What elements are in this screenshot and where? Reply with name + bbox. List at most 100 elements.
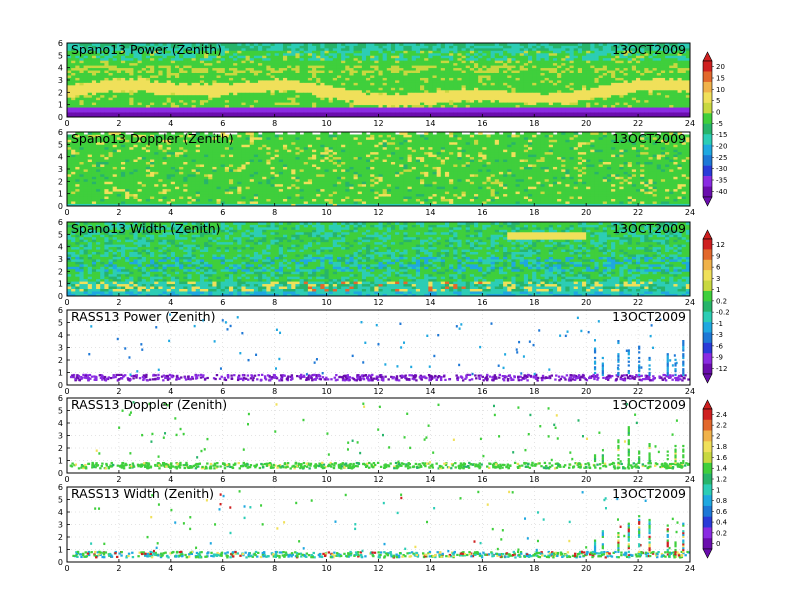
heatmap-cell bbox=[519, 60, 525, 64]
heatmap-cell bbox=[598, 97, 604, 101]
heatmap-cell bbox=[320, 70, 325, 73]
heatmap-cell bbox=[303, 114, 309, 118]
heatmap-cell bbox=[187, 80, 192, 83]
heatmap-cell bbox=[432, 57, 438, 61]
heatmap-cell bbox=[453, 89, 458, 93]
heatmap-cell bbox=[100, 186, 105, 190]
heatmap-cell bbox=[540, 94, 546, 98]
heatmap-cell bbox=[631, 52, 637, 56]
heatmap-cell bbox=[490, 89, 496, 93]
heatmap-cell bbox=[125, 183, 130, 187]
heatmap-cell bbox=[532, 47, 537, 51]
heatmap-cell bbox=[108, 45, 114, 49]
heatmap-cell bbox=[648, 89, 654, 93]
heatmap-cell bbox=[420, 80, 425, 83]
heatmap-cell bbox=[295, 57, 300, 61]
heatmap-cell bbox=[374, 43, 379, 46]
heatmap-cell bbox=[627, 112, 633, 115]
heatmap-cell bbox=[507, 57, 512, 61]
heatmap-cell bbox=[457, 50, 462, 54]
heatmap-cell bbox=[262, 89, 267, 93]
heatmap-cell bbox=[436, 114, 442, 118]
heatmap-cell bbox=[96, 65, 101, 69]
heatmap-cell bbox=[685, 102, 691, 106]
heatmap-cell bbox=[469, 60, 475, 64]
heatmap-cell bbox=[424, 99, 429, 103]
heatmap-cell bbox=[91, 97, 97, 101]
heatmap-cell bbox=[357, 72, 363, 76]
heatmap-cell bbox=[282, 84, 288, 88]
heatmap-cell bbox=[303, 65, 309, 69]
heatmap-cell bbox=[216, 70, 222, 73]
heatmap-cell bbox=[420, 84, 425, 88]
heatmap-cell bbox=[611, 77, 616, 81]
heatmap-cell bbox=[258, 75, 263, 78]
heatmap-cell bbox=[116, 43, 122, 46]
heatmap-cell bbox=[606, 114, 612, 118]
heatmap-cell bbox=[133, 80, 138, 83]
heatmap-cell bbox=[611, 65, 616, 69]
heatmap-cell bbox=[648, 67, 654, 71]
heatmap-cell bbox=[237, 89, 242, 93]
heatmap-cell bbox=[619, 97, 624, 101]
heatmap-cell bbox=[112, 80, 118, 83]
heatmap-cell bbox=[424, 82, 429, 86]
heatmap-cell bbox=[158, 60, 163, 64]
heatmap-cell bbox=[212, 62, 217, 66]
heatmap-cell bbox=[324, 55, 330, 59]
heatmap-cell bbox=[494, 87, 500, 91]
heatmap-cell bbox=[141, 52, 147, 56]
heatmap-cell bbox=[345, 72, 350, 76]
heatmap-cell bbox=[366, 97, 371, 101]
heatmap-cell bbox=[631, 102, 637, 106]
heatmap-cell bbox=[611, 57, 616, 61]
heatmap-cell bbox=[403, 45, 408, 49]
heatmap-cell bbox=[162, 97, 168, 101]
heatmap-cell bbox=[685, 70, 691, 73]
heatmap-cell bbox=[399, 87, 404, 91]
heatmap-cell bbox=[611, 104, 616, 108]
heatmap-cell bbox=[619, 72, 624, 76]
heatmap-cell bbox=[548, 114, 554, 118]
heatmap-cell bbox=[91, 70, 97, 73]
heatmap-cell bbox=[532, 77, 537, 81]
heatmap-cell bbox=[187, 114, 192, 118]
heatmap-cell bbox=[96, 196, 101, 199]
heatmap-cell bbox=[233, 50, 238, 54]
heatmap-cell bbox=[133, 97, 138, 101]
heatmap-cell bbox=[87, 173, 93, 177]
heatmap-cell bbox=[598, 107, 604, 110]
heatmap-cell bbox=[361, 84, 367, 88]
heatmap-cell bbox=[390, 97, 396, 101]
heatmap-cell bbox=[320, 57, 325, 61]
heatmap-cell bbox=[420, 47, 425, 51]
heatmap-cell bbox=[249, 52, 255, 56]
heatmap-cell bbox=[395, 65, 400, 69]
heatmap-cell bbox=[378, 77, 384, 81]
heatmap-cell bbox=[224, 70, 230, 73]
heatmap-cell bbox=[216, 107, 222, 110]
heatmap-cell bbox=[137, 43, 143, 46]
heatmap-cell bbox=[631, 45, 637, 49]
heatmap-cell bbox=[116, 70, 122, 73]
heatmap-cell bbox=[253, 107, 259, 110]
heatmap-cell bbox=[195, 45, 201, 49]
heatmap-cell bbox=[449, 94, 454, 98]
heatmap-cell bbox=[611, 52, 616, 56]
heatmap-cell bbox=[449, 43, 454, 46]
heatmap-cell bbox=[677, 70, 683, 73]
heatmap-cell bbox=[557, 89, 562, 93]
heatmap-cell bbox=[278, 82, 284, 86]
heatmap-cell bbox=[295, 97, 300, 101]
heatmap-cell bbox=[474, 70, 479, 73]
heatmap-cell bbox=[108, 173, 114, 177]
heatmap-cell bbox=[249, 97, 255, 101]
heatmap-cell bbox=[523, 77, 529, 81]
heatmap-cell bbox=[258, 82, 263, 86]
heatmap-cell bbox=[75, 159, 80, 162]
heatmap-cell bbox=[108, 52, 114, 56]
heatmap-cell bbox=[145, 80, 151, 83]
heatmap-cell bbox=[158, 50, 163, 54]
heatmap-cell bbox=[67, 84, 72, 88]
heatmap-cell bbox=[67, 94, 72, 98]
